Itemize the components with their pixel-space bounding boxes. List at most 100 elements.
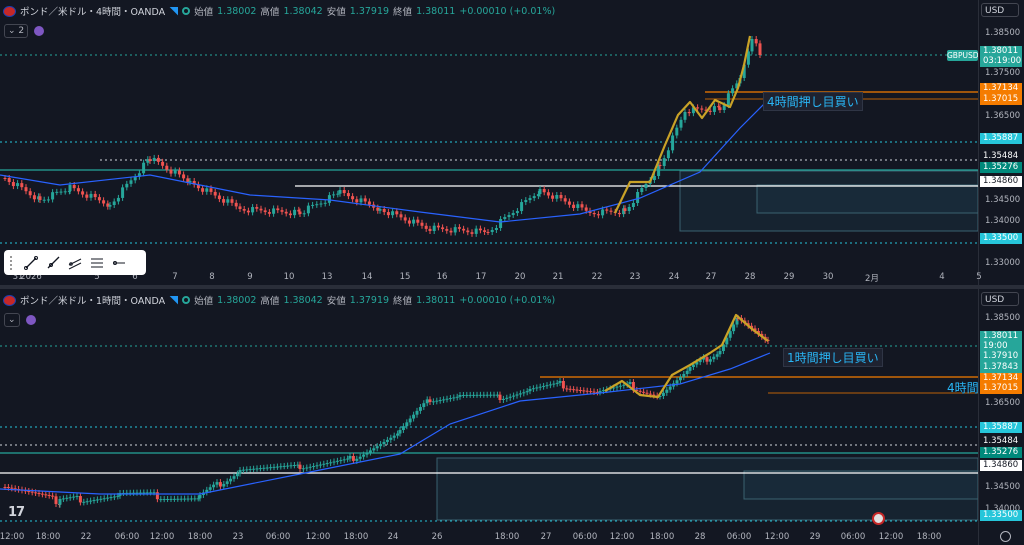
candle-body <box>112 201 116 205</box>
candle-body <box>293 209 297 216</box>
time-tick-label: 5 <box>976 272 982 282</box>
time-tick-label: 06:00 <box>572 532 598 542</box>
candle-body <box>338 190 342 194</box>
bookmark-icon[interactable] <box>169 295 179 305</box>
close-value: 1.38011 <box>416 294 456 306</box>
horizontal-ray-icon[interactable] <box>112 256 126 270</box>
ray-icon[interactable] <box>46 256 60 270</box>
candle-body <box>584 207 588 211</box>
candle-body <box>501 398 505 400</box>
candle-body <box>346 193 350 197</box>
currency-selector[interactable]: USD <box>981 3 1019 17</box>
time-tick-label: 12:00 <box>609 532 635 542</box>
candle-body <box>109 497 113 499</box>
candle-body <box>179 498 183 500</box>
indicator-icon[interactable] <box>25 315 36 325</box>
candle-body <box>28 191 32 196</box>
candle-body <box>251 207 255 213</box>
candle-body <box>152 492 156 494</box>
indicator-collapse-button[interactable]: ⌄ 2 <box>4 24 29 38</box>
candle-body <box>520 202 524 212</box>
chart-pane-4h[interactable]: ポンド／米ドル・4時間・OANDA 始値 1.38002 高値 1.38042 安値… <box>0 0 1024 285</box>
candle-body <box>622 208 626 215</box>
market-status-icon <box>182 7 191 15</box>
time-tick-label: 6 <box>132 272 138 282</box>
candle-body <box>609 210 613 212</box>
drag-handle-icon[interactable] <box>10 255 16 270</box>
candle-body <box>276 208 280 211</box>
candle-body <box>258 468 262 470</box>
candle-body <box>65 497 69 499</box>
candle-body <box>3 178 7 179</box>
candle-body <box>418 407 422 411</box>
price-tag: 1.37134 <box>980 373 1022 384</box>
fib-icon[interactable] <box>90 256 104 270</box>
candle-body <box>750 39 754 52</box>
price-tick-label: 1.34500 <box>985 482 1021 492</box>
indicator-collapse-button[interactable]: ⌄ <box>4 313 20 327</box>
candle-body <box>528 198 532 201</box>
candle-body <box>675 127 679 136</box>
candle-body <box>312 466 316 468</box>
candle-body <box>172 498 176 500</box>
trend-line-icon[interactable] <box>24 255 38 270</box>
time-tick-label: 27 <box>540 532 552 542</box>
symbol-title[interactable]: ポンド／米ドル・1時間・OANDA <box>20 296 166 307</box>
annotation-1h[interactable]: 1時間押し目買い <box>783 348 883 367</box>
channel-icon[interactable] <box>68 256 82 270</box>
candle-body <box>235 473 239 477</box>
candle-body <box>218 482 222 487</box>
settings-gear-icon[interactable] <box>1000 531 1011 542</box>
candle-body <box>555 194 559 199</box>
candle-body <box>125 492 129 494</box>
price-chart-4h[interactable] <box>0 0 978 285</box>
moving-average-line <box>0 352 771 495</box>
candle-body <box>339 460 343 462</box>
open-label: 始値 <box>194 7 214 18</box>
candle-body <box>182 174 186 179</box>
candle-body <box>389 437 393 440</box>
candle-body <box>679 119 683 128</box>
candle-body <box>292 464 296 466</box>
indicator-icon[interactable] <box>34 26 45 36</box>
candle-body <box>61 498 65 500</box>
pane-separator[interactable] <box>0 285 1024 289</box>
chart-pane-1h[interactable]: ポンド／米ドル・1時間・OANDA 始値 1.38002 高値 1.38042 安値… <box>0 289 1024 545</box>
candle-body <box>498 394 502 400</box>
candle-body <box>658 165 662 166</box>
tradingview-logo[interactable]: 17 <box>8 505 25 520</box>
candle-body <box>712 356 716 360</box>
bookmark-icon[interactable] <box>169 6 179 16</box>
candle-body <box>208 487 212 490</box>
candle-body <box>129 180 133 184</box>
candle-body <box>75 496 79 498</box>
candle-body <box>601 209 605 216</box>
economic-event-icon[interactable] <box>872 512 885 525</box>
low-value: 1.37919 <box>349 5 390 17</box>
candle-body <box>125 183 129 188</box>
annotation-4h[interactable]: 4時間押し目買い <box>763 92 863 111</box>
candle-body <box>461 394 465 396</box>
candle-body <box>137 173 141 177</box>
candle-body <box>551 195 555 199</box>
candle-body <box>24 187 28 192</box>
candle-body <box>355 199 359 203</box>
price-tick-label: 1.34500 <box>985 195 1021 205</box>
candle-body <box>495 394 499 396</box>
price-tag: 19:00 <box>980 341 1022 352</box>
candle-body <box>332 194 336 196</box>
currency-selector[interactable]: USD <box>981 292 1019 306</box>
candle-body <box>746 51 750 65</box>
candle-body <box>72 496 76 498</box>
candle-body <box>196 184 200 189</box>
candle-body <box>518 393 522 395</box>
price-chart-1h[interactable] <box>0 289 978 545</box>
candle-body <box>286 465 290 467</box>
time-tick-label: 18:00 <box>35 532 61 542</box>
candle-body <box>438 400 442 402</box>
candle-body <box>662 158 666 166</box>
time-tick-label: 18:00 <box>916 532 942 542</box>
candle-body <box>575 389 579 391</box>
symbol-title[interactable]: ポンド／米ドル・4時間・OANDA <box>20 7 166 18</box>
candle-body <box>382 209 386 213</box>
